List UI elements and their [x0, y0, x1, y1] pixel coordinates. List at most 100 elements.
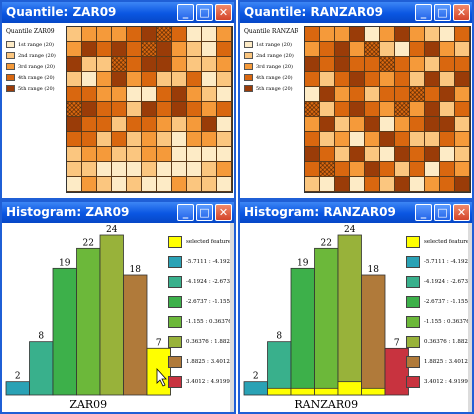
lattice-cell[interactable] [380, 57, 395, 72]
lattice-cell[interactable] [455, 87, 470, 102]
lattice-cell[interactable] [187, 87, 202, 102]
maximize-button[interactable]: □ [196, 204, 213, 221]
lattice-cell[interactable] [365, 177, 380, 192]
lattice-cell[interactable] [187, 147, 202, 162]
title-bar[interactable]: Histogram: ZAR09 _ □ ✕ [2, 202, 234, 223]
lattice-map[interactable] [66, 26, 233, 193]
lattice-cell[interactable] [142, 27, 157, 42]
lattice-cell[interactable] [425, 132, 440, 147]
maximize-button[interactable]: □ [434, 4, 451, 21]
lattice-cell[interactable] [365, 27, 380, 42]
lattice-cell[interactable] [157, 42, 172, 57]
lattice-cell[interactable] [217, 117, 232, 132]
lattice-cell[interactable] [425, 162, 440, 177]
lattice-cell[interactable] [335, 72, 350, 87]
lattice-cell[interactable] [395, 132, 410, 147]
legend-item[interactable]: 5th range (20) [244, 85, 293, 92]
legend-item[interactable]: 0.36376 : 1.8825 [406, 335, 471, 348]
lattice-cell[interactable] [202, 57, 217, 72]
histogram-bar[interactable] [52, 267, 77, 396]
lattice-cell[interactable] [380, 132, 395, 147]
lattice-cell[interactable] [425, 27, 440, 42]
lattice-cell[interactable] [127, 132, 142, 147]
lattice-cell[interactable] [440, 162, 455, 177]
histogram-bar[interactable] [384, 347, 409, 396]
lattice-cell[interactable] [335, 147, 350, 162]
legend-item[interactable]: 3rd range (20) [6, 63, 55, 70]
lattice-cell[interactable] [187, 57, 202, 72]
lattice-cell[interactable] [440, 147, 455, 162]
lattice-cell[interactable] [142, 132, 157, 147]
lattice-map[interactable] [304, 26, 471, 193]
lattice-cell[interactable] [455, 42, 470, 57]
histogram-bar[interactable] [267, 341, 292, 396]
lattice-cell[interactable] [202, 102, 217, 117]
lattice-cell[interactable] [187, 42, 202, 57]
lattice-cell[interactable] [455, 162, 470, 177]
close-button[interactable]: ✕ [215, 4, 232, 21]
histogram-bar[interactable] [5, 381, 30, 396]
lattice-cell[interactable] [112, 57, 127, 72]
lattice-cell[interactable] [305, 162, 320, 177]
lattice-cell[interactable] [305, 87, 320, 102]
lattice-cell[interactable] [217, 102, 232, 117]
lattice-cell[interactable] [455, 177, 470, 192]
lattice-cell[interactable] [142, 162, 157, 177]
lattice-cell[interactable] [410, 57, 425, 72]
legend-item[interactable]: 3.4012 : 4.9199 [406, 375, 468, 388]
lattice-cell[interactable] [142, 147, 157, 162]
lattice-cell[interactable] [350, 162, 365, 177]
lattice-cell[interactable] [157, 132, 172, 147]
lattice-cell[interactable] [202, 42, 217, 57]
lattice-cell[interactable] [440, 57, 455, 72]
lattice-cell[interactable] [202, 117, 217, 132]
lattice-cell[interactable] [320, 147, 335, 162]
lattice-cell[interactable] [67, 42, 82, 57]
lattice-cell[interactable] [350, 102, 365, 117]
lattice-cell[interactable] [410, 42, 425, 57]
lattice-cell[interactable] [112, 132, 127, 147]
lattice-cell[interactable] [112, 102, 127, 117]
lattice-cell[interactable] [127, 177, 142, 192]
minimize-button[interactable]: _ [177, 204, 194, 221]
lattice-cell[interactable] [350, 132, 365, 147]
lattice-cell[interactable] [305, 27, 320, 42]
lattice-cell[interactable] [172, 87, 187, 102]
lattice-cell[interactable] [82, 72, 97, 87]
lattice-cell[interactable] [440, 42, 455, 57]
lattice-cell[interactable] [395, 57, 410, 72]
lattice-cell[interactable] [335, 57, 350, 72]
lattice-cell[interactable] [172, 147, 187, 162]
lattice-cell[interactable] [82, 102, 97, 117]
lattice-cell[interactable] [455, 72, 470, 87]
minimize-button[interactable]: _ [415, 4, 432, 21]
lattice-cell[interactable] [172, 177, 187, 192]
lattice-cell[interactable] [410, 132, 425, 147]
legend-item[interactable]: 5th range (20) [6, 85, 55, 92]
legend-item[interactable]: 4th range (20) [6, 74, 55, 81]
lattice-cell[interactable] [365, 57, 380, 72]
lattice-cell[interactable] [350, 117, 365, 132]
histogram-bar[interactable] [290, 267, 315, 396]
lattice-cell[interactable] [97, 27, 112, 42]
lattice-cell[interactable] [172, 42, 187, 57]
lattice-cell[interactable] [217, 42, 232, 57]
lattice-cell[interactable] [127, 117, 142, 132]
lattice-cell[interactable] [127, 102, 142, 117]
lattice-cell[interactable] [217, 87, 232, 102]
lattice-cell[interactable] [67, 177, 82, 192]
lattice-cell[interactable] [157, 87, 172, 102]
lattice-cell[interactable] [410, 87, 425, 102]
lattice-cell[interactable] [142, 57, 157, 72]
lattice-cell[interactable] [82, 42, 97, 57]
lattice-cell[interactable] [335, 117, 350, 132]
lattice-cell[interactable] [365, 87, 380, 102]
lattice-cell[interactable] [67, 27, 82, 42]
lattice-cell[interactable] [335, 87, 350, 102]
lattice-cell[interactable] [97, 57, 112, 72]
lattice-cell[interactable] [320, 42, 335, 57]
histogram-bar[interactable] [243, 381, 268, 396]
lattice-cell[interactable] [142, 102, 157, 117]
lattice-cell[interactable] [127, 27, 142, 42]
minimize-button[interactable]: _ [415, 204, 432, 221]
